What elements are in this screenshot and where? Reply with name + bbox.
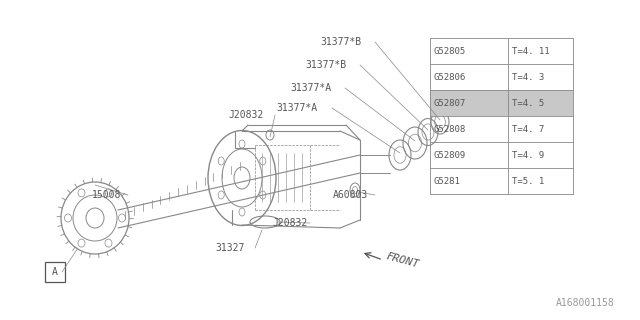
Text: T=4. 11: T=4. 11 [512,46,550,55]
Text: 31327: 31327 [215,243,244,253]
Text: 31377*B: 31377*B [305,60,346,70]
Text: FRONT: FRONT [385,251,420,269]
Text: A60803: A60803 [333,190,368,200]
Text: G52805: G52805 [434,46,467,55]
Text: T=5. 1: T=5. 1 [512,177,544,186]
Text: J20832: J20832 [228,110,263,120]
Text: T=4. 3: T=4. 3 [512,73,544,82]
Text: J20832: J20832 [272,218,307,228]
Bar [45,262,65,282]
Text: G5281: G5281 [434,177,461,186]
Bar [430,90,573,116]
Text: 15008: 15008 [92,190,122,200]
Text: T=4. 7: T=4. 7 [512,124,544,133]
Text: G52808: G52808 [434,124,467,133]
Text: T=4. 5: T=4. 5 [512,99,544,108]
Text: G52807: G52807 [434,99,467,108]
Text: 31377*B: 31377*B [320,37,361,47]
Text: A: A [52,267,58,277]
Text: A168001158: A168001158 [556,298,615,308]
Text: G52809: G52809 [434,150,467,159]
Text: 31377*A: 31377*A [276,103,317,113]
Text: G52806: G52806 [434,73,467,82]
Text: 31377*A: 31377*A [290,83,331,93]
Text: T=4. 9: T=4. 9 [512,150,544,159]
